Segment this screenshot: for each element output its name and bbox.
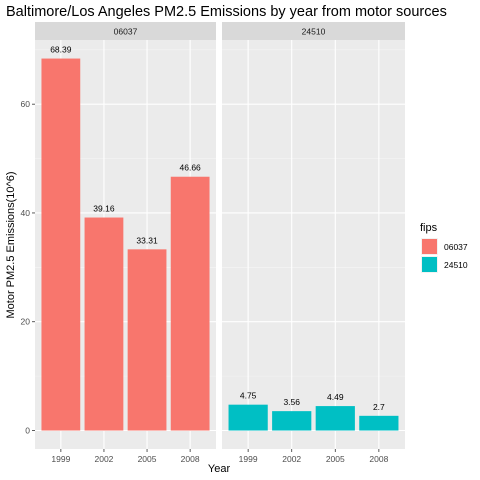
bar-value-label: 4.49 xyxy=(327,392,344,402)
x-tick-label: 2002 xyxy=(282,454,301,464)
bar-2005 xyxy=(127,249,167,431)
bar-value-label: 33.31 xyxy=(136,235,158,245)
x-tick-label: 2005 xyxy=(326,454,345,464)
y-tick-label: 0 xyxy=(25,426,30,436)
legend-title: fips xyxy=(420,222,438,234)
bar-1999 xyxy=(41,58,81,431)
facet-panel-06037: 06037 68.39 39.16 33.31 46.66 1999 2002 2005 200… xyxy=(35,22,216,464)
x-tick-label: 2008 xyxy=(369,454,388,464)
y-tick-label: 40 xyxy=(21,208,31,218)
legend-label: 24510 xyxy=(444,260,468,270)
x-tick-label: 2002 xyxy=(94,454,113,464)
bar-2002 xyxy=(84,217,124,431)
bar-2005 xyxy=(315,406,355,431)
bar-2002 xyxy=(272,411,312,431)
bar-2008 xyxy=(170,176,210,431)
x-tick-label: 2008 xyxy=(181,454,200,464)
facet-strip xyxy=(222,22,405,40)
bar-value-label: 46.66 xyxy=(180,163,202,173)
facet-strip-label: 24510 xyxy=(302,27,326,37)
y-axis: 0 20 40 60 xyxy=(21,99,35,436)
panel-background xyxy=(222,40,405,449)
bar-value-label: 39.16 xyxy=(93,204,115,214)
bar-value-label: 2.7 xyxy=(373,402,385,412)
legend: fips 06037 24510 xyxy=(420,222,468,273)
x-axis-title: Year xyxy=(208,463,231,475)
facet-strip xyxy=(35,22,216,40)
y-tick-label: 20 xyxy=(21,317,31,327)
facet-strip-label: 06037 xyxy=(114,27,138,37)
legend-swatch-06037 xyxy=(422,239,437,254)
legend-items: 06037 24510 xyxy=(421,238,468,273)
legend-swatch-24510 xyxy=(422,257,437,272)
chart-title: Baltimore/Los Angeles PM2.5 Emissions by… xyxy=(6,4,447,20)
x-tick-label: 1999 xyxy=(239,454,258,464)
x-tick-label: 1999 xyxy=(51,454,70,464)
facet-panel-24510: 24510 4.75 3.56 4.49 2.7 1999 2002 2005 2008 xyxy=(222,22,405,464)
bar-2008 xyxy=(359,415,399,431)
bar-value-label: 3.56 xyxy=(283,397,300,407)
facet-panels: 06037 68.39 39.16 33.31 46.66 1999 2002 2005 200… xyxy=(35,22,405,464)
bar-value-label: 68.39 xyxy=(50,45,72,55)
y-tick-label: 60 xyxy=(21,99,31,109)
y-axis-title: Motor PM2.5 Emissions(10^6) xyxy=(5,172,17,319)
bar-1999 xyxy=(228,404,268,431)
x-tick-label: 2005 xyxy=(138,454,157,464)
bar-value-label: 4.75 xyxy=(240,391,257,401)
legend-label: 06037 xyxy=(444,242,468,252)
